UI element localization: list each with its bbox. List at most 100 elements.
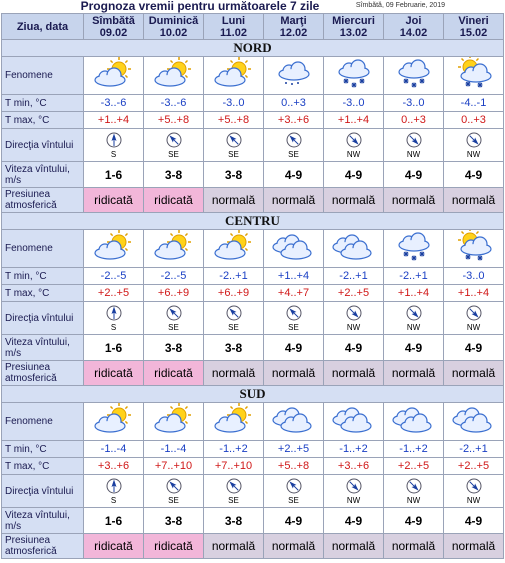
wind-icon — [85, 305, 143, 323]
tmin-cell: -4..-1 — [443, 94, 504, 112]
phenomena-cell — [143, 402, 204, 441]
row-label: Viteza vîntului, m/s — [1, 334, 84, 361]
wind-icon — [445, 478, 503, 496]
wind-compass — [466, 305, 481, 320]
wind-direction-cell: S — [83, 128, 144, 162]
pressure-cell: ridicată — [143, 533, 204, 559]
cloud — [397, 232, 430, 252]
tmax-cell: +1..+4 — [323, 111, 384, 129]
weather-icon — [277, 61, 310, 85]
day-date: 11.02 — [220, 26, 247, 39]
wind-direction-row: Direcţia vîntului S SE SE SE NW NW NW — [1, 474, 504, 508]
weather-icon — [213, 230, 251, 260]
wind-icon — [265, 305, 323, 323]
phenomena-cell — [143, 56, 204, 95]
weather-icon — [153, 230, 191, 260]
wind-compass — [106, 478, 121, 493]
phenomena-cell — [83, 229, 144, 268]
phenomena-cell — [83, 402, 144, 441]
tmax-cell: +1..+4 — [443, 284, 504, 302]
day-name: Luni — [221, 14, 246, 27]
row-label: T max, °C — [1, 457, 84, 475]
cloud — [339, 413, 372, 433]
phenomena-row: Fenomene — [1, 402, 504, 441]
day-name: Sîmbătă — [92, 14, 135, 27]
wind-icon — [325, 132, 383, 150]
pressure-cell: normală — [323, 187, 384, 213]
cloud — [153, 67, 186, 87]
weather-icon — [213, 57, 251, 87]
tmax-cell: +2..+5 — [443, 457, 504, 475]
wind-speed-cell: 3-8 — [143, 507, 204, 534]
wind-speed-cell: 3-8 — [203, 161, 264, 188]
cloud — [93, 413, 126, 433]
wind-icon — [145, 305, 203, 323]
wind-speed-cell: 3-8 — [143, 334, 204, 361]
phenomena-cell — [323, 56, 384, 95]
wind-direction-cell: NW — [323, 128, 384, 162]
day-header: Duminică 10.02 — [143, 13, 204, 40]
wind-icon — [265, 132, 323, 150]
wind-direction: SE — [288, 322, 299, 332]
weather-icon — [391, 407, 432, 433]
day-header: Vineri 15.02 — [443, 13, 504, 40]
wind-direction-cell: NW — [383, 474, 444, 508]
row-label: T max, °C — [1, 284, 84, 302]
weather-icon — [93, 230, 131, 260]
pressure-cell: normală — [443, 187, 504, 213]
phenomena-cell — [203, 56, 264, 95]
day-name: Joi — [405, 14, 422, 27]
cloud — [277, 61, 310, 81]
forecast-table: Ziua, data Sîmbătă 09.02 Duminică 10.02 Luni 1… — [1, 13, 504, 559]
weather-icon — [337, 59, 370, 88]
tmax-cell: 0..+3 — [383, 111, 444, 129]
wind-direction-cell: S — [83, 301, 144, 335]
snowflake — [411, 255, 416, 261]
wind-icon — [205, 132, 263, 150]
cloud — [153, 413, 186, 433]
wind-speed-cell: 4-9 — [263, 507, 324, 534]
row-label: T min, °C — [1, 440, 84, 458]
wind-direction: NW — [346, 495, 361, 505]
pressure-cell: ridicată — [143, 360, 204, 386]
tmax-cell: +1..+4 — [383, 284, 444, 302]
wind-direction-cell: NW — [323, 301, 384, 335]
snowflake — [465, 81, 470, 87]
wind-speed-row: Viteza vîntului, m/s 1-6 3-8 3-8 4-9 4-9 4-9 4-… — [1, 334, 504, 361]
tmin-cell: -3..0 — [203, 94, 264, 112]
wind-direction-cell: SE — [143, 474, 204, 508]
tmax-cell: +2..+5 — [83, 284, 144, 302]
snowflake — [419, 78, 424, 84]
wind-direction-cell: SE — [203, 301, 264, 335]
wind-direction: SE — [288, 149, 299, 159]
snowflake — [359, 78, 364, 84]
wind-icon — [145, 478, 203, 496]
tmax-cell: +2..+5 — [383, 457, 444, 475]
tmax-cell: 0..+3 — [443, 111, 504, 129]
pressure-cell: ridicată — [83, 360, 144, 386]
wind-speed-row: Viteza vîntului, m/s 1-6 3-8 3-8 4-9 4-9 4-9 4-… — [1, 161, 504, 188]
tmin-row: T min, °C -1..-4 -1..-4 -1..+2 +2..+5 -1..+2-… — [1, 440, 504, 458]
snowflake — [477, 82, 482, 88]
wind-direction: NW — [346, 149, 361, 159]
tmin-cell: -3..0 — [383, 94, 444, 112]
snowflake — [343, 78, 348, 84]
phenomena-row: Fenomene — [1, 56, 504, 95]
wind-speed-cell: 4-9 — [443, 507, 504, 534]
wind-compass — [106, 132, 121, 147]
header-label: Ziua, data — [1, 13, 84, 40]
wind-direction: S — [110, 322, 117, 332]
phenomena-cell — [143, 229, 204, 268]
wind-speed-cell: 4-9 — [323, 161, 384, 188]
weather-icon — [93, 403, 131, 433]
tmax-row: T max, °C +2..+5 +6..+9 +6..+9 +4..+7 +2..+5 +… — [1, 284, 504, 302]
wind-direction: NW — [406, 495, 421, 505]
pressure-cell: ridicată — [83, 187, 144, 213]
wind-speed-cell: 4-9 — [323, 334, 384, 361]
pressure-cell: normală — [263, 187, 324, 213]
wind-direction-cell: NW — [383, 128, 444, 162]
row-label: Viteza vîntului, m/s — [1, 507, 84, 534]
pressure-cell: normală — [263, 533, 324, 559]
weather-icon — [153, 57, 191, 87]
